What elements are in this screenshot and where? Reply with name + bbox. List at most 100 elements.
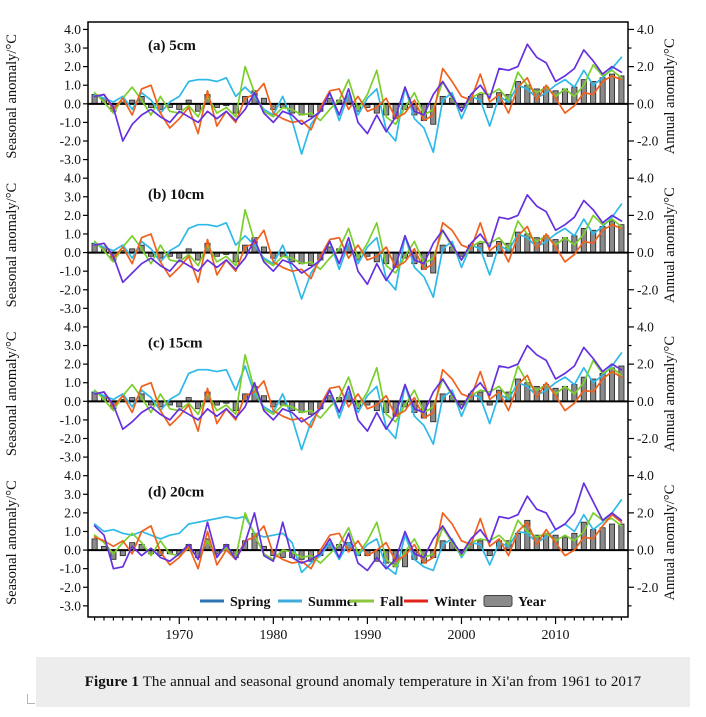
winter-line-panel-c [93,368,623,432]
y-axis-tick-label-right: 0.0 [637,96,654,111]
y-axis-tick-label-left: 4.0 [64,468,81,483]
y-axis-tick-label-left: -1.0 [60,412,82,427]
y-axis-tick-label-left: 1.0 [64,524,81,539]
y-axis-title-right-d: Annual anomaly/°C [662,485,678,601]
y-axis-tick-label-right: 2.0 [637,59,654,74]
caption-text: The annual and seasonal ground anomaly t… [139,673,642,690]
y-axis-title-left-d: Seasonal anomaly/°C [4,480,20,605]
fall-line-panel-a [93,63,623,126]
y-axis-tick-label-left: 4.0 [64,22,81,37]
spring-line-panel-c [93,344,623,432]
summer-line-panel-b [93,203,623,300]
y-axis-tick-label-left: -2.0 [60,431,82,446]
y-axis-tick-label-right: 0.0 [637,394,654,409]
x-axis-tick-label: 2010 [542,628,570,643]
y-axis-title-left-b: Seasonal anomaly/°C [4,183,20,308]
chart-svg: 4.0 3.0 2.0 1.0 0.0 -1.0 -2.0 -3.0 4.0 2.0 0.0 -2.0… [4,21,678,643]
y-axis-tick-label-right: 4.0 [637,22,654,37]
y-axis-tick-label-left: -1.0 [60,115,82,130]
y-axis-tick-label-left: 1.0 [64,375,81,390]
x-axis-tick-label: 1980 [259,628,287,643]
y-axis-tick-label-left: 3.0 [64,487,81,502]
panel-label-d: (d) 20cm [148,484,205,500]
y-axis-tick-label-left: -3.0 [60,301,82,316]
y-axis-tick-label-left: 2.0 [64,357,81,372]
year-bar-panel-d [590,529,597,551]
y-axis-tick-label-left: -2.0 [60,134,82,149]
y-axis-tick-label-left: 2.0 [64,59,81,74]
y-axis-tick-label-left: 1.0 [64,78,81,93]
y-axis-tick-label-right: -2.0 [637,431,659,446]
winter-line-panel-a [93,67,623,135]
winter-line-panel-b [93,221,623,284]
y-axis-tick-label-right: -2.0 [637,580,659,595]
legend-label-year: Year [518,595,546,610]
y-axis-tick-label-right: 0.0 [637,543,654,558]
y-axis-title-right-c: Annual anomaly/°C [662,336,678,452]
y-axis-tick-label-right: 4.0 [637,171,654,186]
y-axis-tick-label-left: 1.0 [64,226,81,241]
year-bar-panel-d [91,538,98,551]
caption-figure-label: Figure 1 [84,673,140,690]
spring-line-panel-b [93,194,623,286]
y-axis-tick-label-right: -2.0 [637,282,659,297]
year-bar-panel-d [618,523,625,551]
y-axis-tick-label-right: 2.0 [637,357,654,372]
y-axis-tick-label-left: 0.0 [64,245,81,260]
y-axis-tick-label-left: 4.0 [64,319,81,334]
year-bar-panel-a [609,73,616,105]
x-axis-tick-label: 1970 [165,628,193,643]
year-bar-panel-a [195,103,202,112]
fall-line-panel-c [93,353,623,423]
y-axis-tick-label-left: 3.0 [64,338,81,353]
plot-frame [87,21,629,618]
spring-line-panel-a [93,43,623,142]
y-axis-tick-label-left: 4.0 [64,171,81,186]
summer-line-panel-a [93,56,623,155]
y-axis-tick-label-left: -2.0 [60,580,82,595]
year-bar-panel-d [609,523,616,551]
y-axis-tick-label-right: 2.0 [637,505,654,520]
legend-label-summer: Summer [308,595,359,610]
spring-line-panel-d [93,482,623,572]
figure-caption: Figure 1 The annual and seasonal ground … [85,674,641,691]
y-axis-tick-label-left: 3.0 [64,41,81,56]
y-axis-title-right-b: Annual anomaly/°C [662,187,678,303]
caption-strip: Figure 1 The annual and seasonal ground … [36,657,690,707]
panel-label-a: (a) 5cm [148,38,196,54]
figure-chart: 4.0 3.0 2.0 1.0 0.0 -1.0 -2.0 -3.0 4.0 2.0 0.0 -2.0… [4,21,678,643]
y-axis-tick-label-left: -1.0 [60,264,82,279]
y-axis-tick-label-left: 2.0 [64,505,81,520]
y-axis-tick-label-left: -1.0 [60,561,82,576]
summer-line-panel-d [93,499,623,576]
y-axis-tick-label-left: 2.0 [64,208,81,223]
y-axis-tick-label-left: -2.0 [60,282,82,297]
y-axis-title-right-a: Annual anomaly/°C [662,39,678,155]
year-bar-panel-d [561,536,568,551]
legend-swatch-year [483,595,513,607]
y-axis-tick-label-left: 0.0 [64,543,81,558]
summer-line-panel-c [93,352,623,451]
panel-label-b: (b) 10cm [148,187,205,203]
year-bar-panel-c [195,400,202,410]
y-axis-tick-label-left: 3.0 [64,189,81,204]
year-bar-panel-b [195,252,202,261]
y-axis-tick-label-right: -2.0 [637,134,659,149]
y-axis-tick-label-left: -3.0 [60,598,82,613]
x-axis-tick-label: 1990 [353,628,381,643]
y-axis-tick-label-right: 4.0 [637,468,654,483]
y-axis-tick-label-left: -3.0 [60,152,82,167]
legend-label-winter: Winter [434,595,477,610]
x-axis-tick-label: 2000 [447,628,475,643]
winter-line-panel-d [93,512,623,570]
legend-label-fall: Fall [380,595,403,610]
y-axis-tick-label-right: 0.0 [637,245,654,260]
y-axis-tick-label-left: 0.0 [64,394,81,409]
y-axis-tick-label-left: -3.0 [60,450,82,465]
year-bar-panel-c [618,365,625,402]
page-corner-artifact [27,694,35,704]
y-axis-tick-label-left: 0.0 [64,96,81,111]
panel-label-c: (c) 15cm [148,336,203,352]
y-axis-title-left-a: Seasonal anomaly/°C [4,34,20,159]
